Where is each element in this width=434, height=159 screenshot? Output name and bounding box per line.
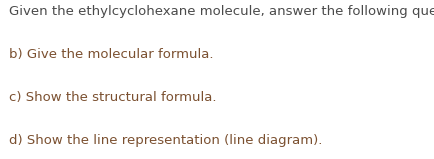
Text: d) Show the line representation (line diagram).: d) Show the line representation (line di… [9, 134, 321, 147]
Text: c) Show the structural formula.: c) Show the structural formula. [9, 91, 216, 104]
Text: b) Give the molecular formula.: b) Give the molecular formula. [9, 48, 213, 61]
Text: Given the ethylcyclohexane molecule, answer the following questions:: Given the ethylcyclohexane molecule, ans… [9, 5, 434, 18]
